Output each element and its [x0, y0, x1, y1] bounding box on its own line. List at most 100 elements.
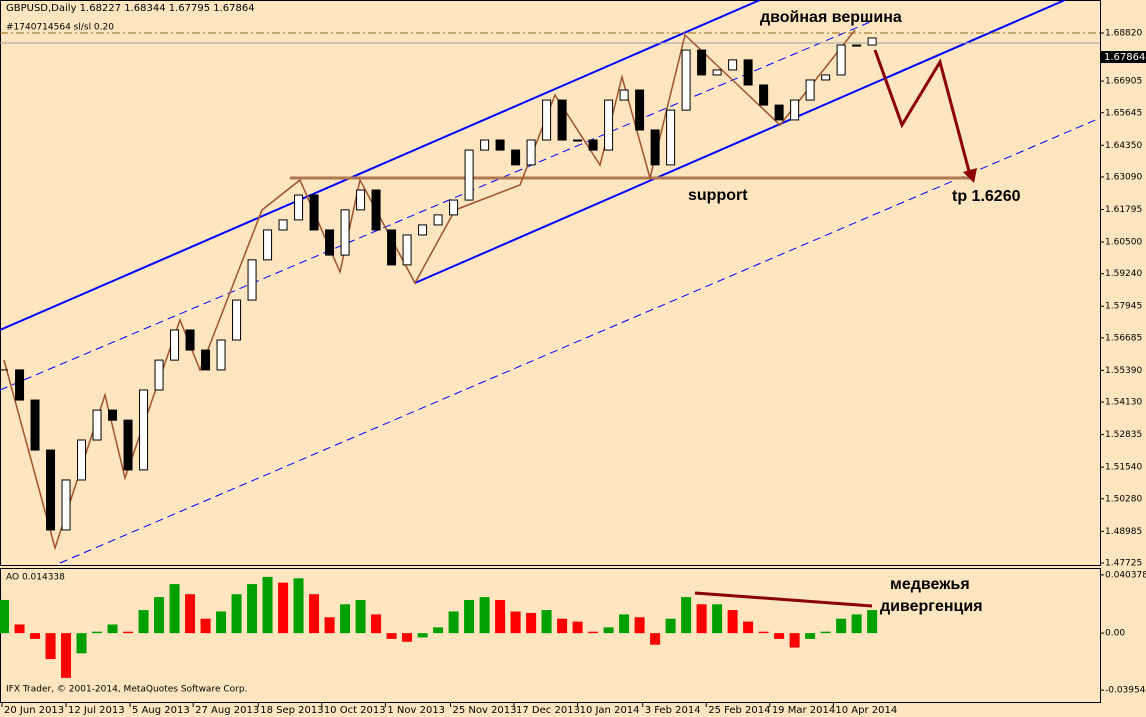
candle-body: [433, 214, 443, 226]
x-tick-label: 17 Dec 2013: [516, 705, 580, 716]
candle-body: [247, 259, 257, 301]
ao-bar: [0, 599, 10, 634]
candle-body: [309, 194, 319, 231]
ao-bar: [107, 624, 118, 634]
x-tick-label: 18 Sep 2013: [260, 705, 323, 716]
candle-body: [867, 37, 877, 46]
candle-body: [232, 299, 242, 341]
ao-bar: [138, 610, 149, 634]
candle-body: [294, 194, 304, 221]
ao-bar: [76, 633, 87, 654]
ao-bar: [572, 621, 583, 634]
candle-body: [511, 149, 521, 166]
candle-body: [573, 139, 583, 142]
ao-bar: [216, 611, 227, 634]
ao-bar: [340, 604, 351, 634]
candle-body: [619, 89, 629, 101]
candle-body: [697, 49, 707, 76]
y-tick-label: 1.55390: [1105, 366, 1142, 376]
y-tick-label: 1.61795: [1105, 205, 1142, 215]
candle-body: [15, 369, 25, 401]
ao-bar: [650, 633, 661, 645]
ao-bar: [30, 633, 41, 639]
candle-body: [666, 109, 676, 166]
candle-body: [449, 199, 459, 216]
candle-body: [681, 49, 691, 111]
ao-bar: [665, 618, 676, 634]
candle-body: [852, 44, 862, 47]
x-tick-label: 19 Mar 2014: [772, 705, 835, 716]
ao-panel: [0, 568, 1101, 703]
x-tick-label: 1 Nov 2013: [387, 705, 445, 716]
x-tick-label: 27 Aug 2013: [195, 705, 259, 716]
candle-body: [604, 99, 614, 151]
candle-body: [77, 439, 87, 481]
ao-bar: [92, 631, 103, 634]
ao-bar: [510, 611, 521, 634]
ao-bar: [712, 604, 723, 634]
x-tick-label: 10 Oct 2013: [324, 705, 386, 716]
ao-bar: [758, 631, 769, 634]
candle-body: [588, 139, 598, 151]
x-tick-label: 25 Nov 2013: [452, 705, 516, 716]
candle-body: [526, 139, 536, 166]
order-line: #1740714564 sl/sl 0.20: [6, 23, 114, 33]
y-tick-label: 0.040378: [1105, 570, 1146, 580]
candle-body: [821, 74, 831, 81]
ao-bar: [185, 594, 196, 634]
candle-body: [154, 359, 164, 391]
x-tick-label: 10 Jan 2014: [580, 705, 640, 716]
ao-bar: [526, 612, 537, 634]
x-tick-label: 10 Apr 2014: [835, 705, 897, 716]
ao-bar: [557, 618, 568, 634]
ao-bar: [805, 633, 816, 639]
candle-body: [356, 189, 366, 211]
ao-bar: [619, 614, 630, 634]
current-price-label: 1.67864: [1104, 52, 1145, 63]
candle-body: [418, 224, 428, 236]
y-tick-label: 1.57945: [1105, 302, 1142, 312]
ao-bar: [789, 633, 800, 648]
ao-bar: [743, 621, 754, 634]
ao-bar: [851, 614, 862, 634]
ao-bar: [836, 618, 847, 634]
y-tick-label: -0.039548: [1105, 686, 1146, 696]
channel-upper: [0, 0, 761, 331]
candle-body: [278, 219, 288, 231]
candle-body: [635, 89, 645, 131]
ao-bar: [541, 610, 552, 634]
y-tick-label: 1.66905: [1105, 77, 1142, 87]
y-tick-label: 1.68820: [1105, 28, 1142, 38]
candle-body: [728, 59, 738, 71]
ao-bar: [247, 584, 258, 634]
y-tick-label: 0.00: [1105, 629, 1125, 639]
ao-bar: [634, 617, 645, 634]
y-tick-label: 1.65645: [1105, 108, 1142, 118]
ao-bar: [169, 584, 180, 634]
ao-bar: [448, 611, 459, 634]
y-tick-label: 1.52835: [1105, 430, 1142, 440]
double-top-label: двойная вершина: [760, 9, 902, 26]
candle-body: [743, 59, 753, 86]
y-tick-label: 1.54130: [1105, 398, 1142, 408]
ao-bar: [696, 604, 707, 634]
ao-bar: [820, 631, 831, 634]
target-label: tp 1.6260: [952, 188, 1021, 205]
ao-bar: [262, 576, 273, 634]
candle-body: [495, 139, 505, 151]
divergence-line: [694, 591, 873, 608]
y-tick-label: 1.60500: [1105, 238, 1142, 248]
ao-bar: [231, 594, 242, 634]
candle-body: [836, 44, 846, 76]
ao-bar: [433, 627, 444, 634]
channel-lower: [414, 0, 1066, 284]
ao-bar: [774, 633, 785, 639]
ao-bar: [278, 582, 289, 634]
ao-bar: [14, 624, 25, 634]
channel-projection: [59, 117, 1101, 564]
candle-body: [790, 99, 800, 121]
candle-body: [340, 209, 350, 256]
y-tick-label: 1.64350: [1105, 141, 1142, 151]
candle-body: [464, 149, 474, 201]
candle-body: [712, 69, 722, 76]
